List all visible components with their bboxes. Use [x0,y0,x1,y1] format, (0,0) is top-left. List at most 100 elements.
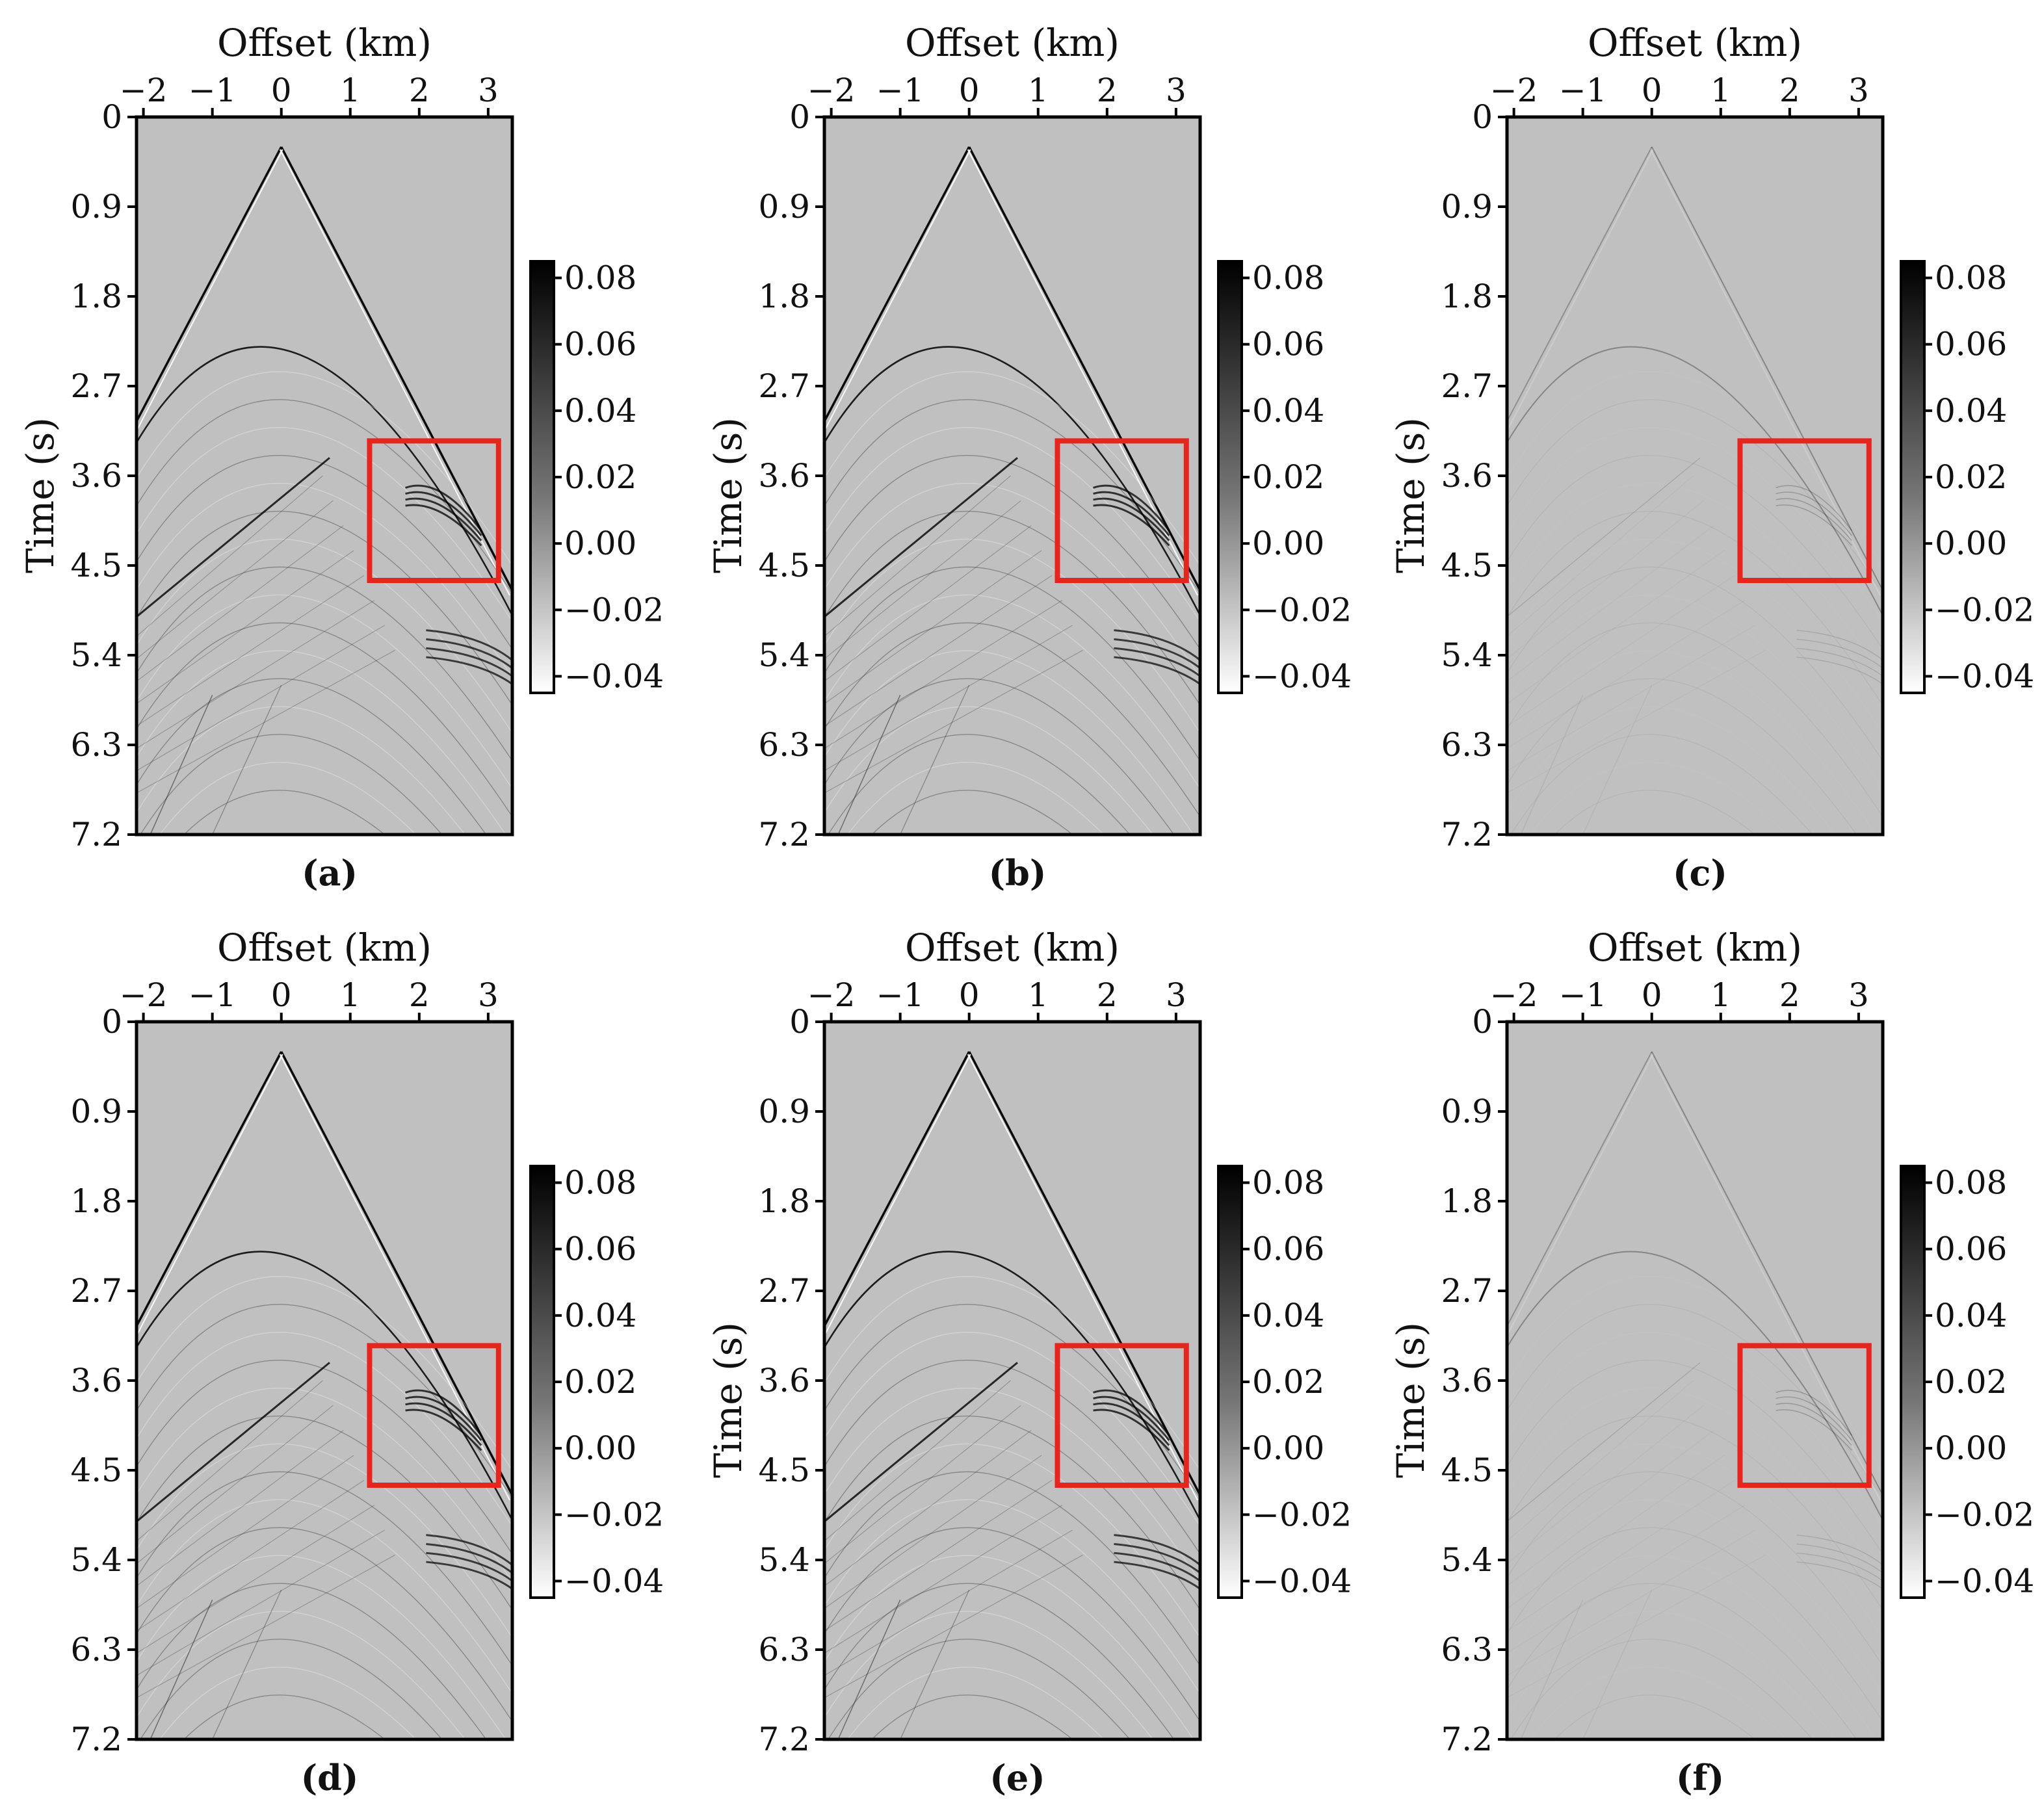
seismic-events [1507,1051,1883,1739]
seismic-event [824,622,1200,817]
seismic-event [137,510,512,706]
x-tick-label: 2 [1779,976,1800,1014]
y-tick-label: 5.4 [70,636,122,674]
seismic-image-background [824,117,1200,835]
colorbar-tick-label: 0.08 [1252,1164,1324,1202]
seismic-event [824,625,1073,772]
seismic-event [1507,1471,1883,1666]
seismic-event [212,684,282,835]
y-tick-label: 0 [1472,1003,1493,1041]
y-tick-label: 6.3 [1441,726,1493,764]
seismic-event [1093,1402,1170,1446]
seismic-event [137,706,466,835]
colorbar-tick-label: 0.02 [1935,458,2007,496]
seismic-event [967,1054,1198,1501]
seismic-event [1507,1054,1654,1338]
seismic-event [137,1479,365,1631]
x-axis-label: Offset (km) [217,926,432,970]
x-tick-label: −2 [807,976,856,1014]
y-tick-label: 3.6 [70,1362,122,1399]
colorbar-tick-label: 0.06 [1935,1230,2007,1268]
y-tick-label: 1.8 [1441,278,1493,315]
seismic-event [140,1639,443,1739]
colorbar-tick-label: 0.00 [564,1429,636,1467]
seismic-event [137,1611,466,1739]
seismic-event [137,482,512,678]
seismic-event [824,427,1200,622]
seismic-event [1507,1479,1735,1631]
seismic-event [137,1380,323,1542]
y-axis-label: Time (s) [1389,1322,1433,1478]
seismic-event [1507,500,1704,660]
seismic-event [137,500,334,660]
seismic-event [1507,550,1725,705]
seismic-event [137,1455,354,1609]
seismic-event [1507,594,1883,789]
colorbar-tick-label: 0.06 [1252,326,1324,363]
seismic-event [1093,484,1170,532]
x-tick-label: −1 [876,71,924,109]
seismic-event [137,1529,386,1676]
seismic-event [1114,1542,1200,1574]
highlight-box [367,438,501,583]
colorbar-tick-label: 0.08 [1935,1164,2007,1202]
seismic-event [824,457,1018,618]
seismic-event [405,1389,482,1436]
seismic-event [837,695,901,835]
colorbar-tick-label: 0.00 [564,525,636,562]
seismic-event [1507,1380,1694,1542]
seismic-event [405,491,482,536]
colorbar-tick-label: 0.04 [1252,1297,1324,1334]
seismic-event [968,1051,1200,1496]
seismic-event [426,1561,512,1590]
x-tick-label: 2 [1097,71,1118,109]
y-tick-label: 3.6 [70,457,122,495]
seismic-event [1507,1362,1701,1522]
seismic-event [1510,1639,1813,1739]
y-tick-label: 0.9 [70,1093,122,1130]
x-tick-label: 1 [340,976,361,1014]
colorbar-tick-label: −0.02 [1252,591,1352,629]
seismic-event [871,790,1073,835]
colorbar-tick-label: 0.06 [564,326,636,363]
y-tick-label: 6.3 [758,1631,810,1669]
y-tick-label: 5.4 [758,636,810,674]
y-tick-label: 3.6 [1441,457,1493,495]
seismic-event [183,1695,386,1739]
seismic-event [1649,1054,1881,1501]
y-tick-label: 5.4 [1441,1541,1493,1579]
seismic-event [405,1402,482,1446]
seismic-event [1093,1396,1170,1441]
seismic-event [846,762,1105,835]
seismic-event [1507,650,1877,835]
seismic-event [159,1667,417,1739]
y-tick-label: 2.7 [1441,1272,1493,1310]
x-tick-label: 0 [959,976,980,1014]
y-tick-label: 4.5 [758,547,810,584]
seismic-event [137,475,323,637]
panel-d: −2 −1 0 1 2 3 Offset (km) 0 0.9 1.8 2.7 3.6 4.5 5.4 6.… [70,926,664,1799]
seismic-event [1507,575,1735,727]
colorbar-tick-label: −0.02 [1935,591,2034,629]
colorbar-tick-label: 0.02 [564,458,636,496]
y-tick-label: 7.2 [1441,1721,1493,1758]
seismic-event [137,1430,344,1587]
colorbar-tick-label: −0.02 [564,1496,664,1533]
colorbar-tick-label: 0.08 [564,1164,636,1202]
highlight-box [1737,438,1872,583]
seismic-event [824,706,1154,835]
colorbar-tick-label: 0.04 [1935,392,2007,430]
panel-c: −2 −1 0 1 2 3 Offset (km) 0 0.9 1.8 2.7 3.6 4.5 5.4 6.… [1389,21,2034,894]
x-tick-label: −2 [807,71,856,109]
y-tick-label: 6.3 [1441,1631,1493,1669]
seismic-event [900,684,970,835]
x-tick-label: 3 [1848,976,1869,1014]
seismic-event [824,1276,1200,1471]
seismic-event [137,1304,512,1499]
seismic-event [137,1583,487,1739]
seismic-event [1093,1409,1170,1451]
colorbar-tick-label: 0.08 [564,259,636,297]
colorbar [529,1165,555,1599]
seismic-event [426,1534,512,1566]
colorbar-tick-label: −0.02 [1935,1496,2034,1533]
